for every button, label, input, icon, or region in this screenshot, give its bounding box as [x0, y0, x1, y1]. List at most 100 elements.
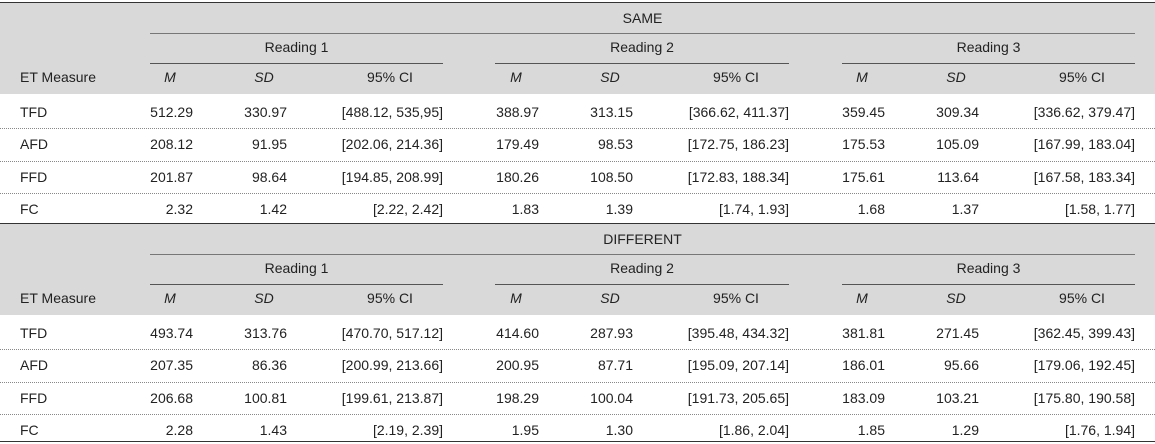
- row-label: FC: [20, 421, 39, 438]
- column-header: 95% CI: [1059, 69, 1105, 85]
- cell-value: [167.58, 183.34]: [1033, 168, 1135, 185]
- cell-value: 98.64: [251, 168, 287, 185]
- cell-value: 186.01: [842, 357, 885, 374]
- row-separator: [0, 349, 1155, 351]
- reading-rule: [842, 63, 1135, 64]
- cell-value: [470.70, 517.12]: [341, 325, 443, 341]
- row-separator: [0, 381, 1155, 383]
- cell-value: 103.21: [936, 389, 979, 406]
- cell-value: [199.61, 213.87]: [341, 389, 443, 406]
- header-band: [0, 224, 1155, 315]
- reading-label: Reading 1: [264, 260, 329, 276]
- column-header: M: [164, 290, 176, 306]
- cell-value: 201.87: [150, 168, 193, 185]
- group-rule: [150, 33, 1135, 34]
- cell-value: 2.28: [165, 421, 193, 438]
- row-separator: [0, 160, 1155, 162]
- reading-rule: [495, 284, 789, 285]
- cell-value: 1.85: [857, 421, 885, 438]
- group-label: DIFFERENT: [603, 231, 682, 247]
- row-label: AFD: [20, 357, 48, 374]
- cell-value: [175.80, 190.58]: [1033, 389, 1135, 406]
- row-label: FC: [20, 200, 39, 217]
- cell-value: [336.62, 379.47]: [1033, 104, 1135, 120]
- cell-value: [194.85, 208.99]: [341, 168, 443, 185]
- cell-value: 1.37: [951, 200, 979, 217]
- cell-value: [202.06, 214.36]: [341, 136, 443, 153]
- cell-value: [172.75, 186.23]: [687, 136, 789, 153]
- column-header: M: [510, 69, 522, 85]
- cell-value: 1.42: [259, 200, 287, 217]
- row-separator: [0, 413, 1155, 415]
- cell-value: 388.97: [496, 104, 539, 120]
- cell-value: [167.99, 183.04]: [1033, 136, 1135, 153]
- reading-rule: [150, 284, 443, 285]
- cell-value: 179.49: [496, 136, 539, 153]
- cell-value: 86.36: [251, 357, 287, 374]
- header-band: [0, 3, 1155, 94]
- cell-value: 95.66: [943, 357, 979, 374]
- column-header: SD: [946, 69, 966, 85]
- column-header: 95% CI: [713, 69, 759, 85]
- cell-value: 359.45: [842, 104, 885, 120]
- reading-label: Reading 3: [956, 39, 1021, 55]
- cell-value: 113.64: [937, 168, 979, 185]
- cell-value: 1.83: [511, 200, 539, 217]
- cell-value: 175.53: [842, 136, 885, 153]
- column-header: M: [856, 290, 868, 306]
- cell-value: 2.32: [165, 200, 193, 217]
- cell-value: [488.12, 535,95]: [341, 104, 443, 120]
- reading-label: Reading 1: [264, 39, 329, 55]
- reading-rule: [495, 63, 789, 64]
- cell-value: 100.04: [590, 389, 633, 406]
- cell-value: 313.76: [244, 325, 287, 341]
- row-separator: [0, 128, 1155, 130]
- bottom-rule: [0, 441, 1155, 442]
- cell-value: [172.83, 188.34]: [687, 168, 789, 185]
- column-header: 95% CI: [1059, 290, 1105, 306]
- cell-value: 1.39: [605, 200, 633, 217]
- column-header: M: [856, 69, 868, 85]
- row-separator: [0, 192, 1155, 194]
- column-header: 95% CI: [367, 69, 413, 85]
- row-label: TFD: [20, 104, 48, 120]
- cell-value: 180.26: [496, 168, 539, 185]
- reading-label: Reading 3: [956, 260, 1021, 276]
- cell-value: 381.81: [842, 325, 885, 341]
- cell-value: 313.15: [590, 104, 633, 120]
- cell-value: 105.09: [936, 136, 979, 153]
- cell-value: 108.50: [590, 168, 633, 185]
- column-header: ET Measure: [20, 290, 96, 306]
- cell-value: [191.73, 205.65]: [687, 389, 789, 406]
- section-rule: [0, 223, 1155, 224]
- column-header: M: [510, 290, 522, 306]
- cell-value: 198.29: [496, 389, 539, 406]
- reading-rule: [150, 63, 443, 64]
- column-header: M: [164, 69, 176, 85]
- cell-value: 100.81: [244, 389, 287, 406]
- cell-value: 330.97: [244, 104, 287, 120]
- top-rule: [0, 2, 1155, 3]
- cell-value: [362.45, 399.43]: [1033, 325, 1135, 341]
- row-label: AFD: [20, 136, 48, 153]
- cell-value: [366.62, 411.37]: [688, 104, 789, 120]
- cell-value: [2.22, 2.42]: [372, 200, 443, 217]
- column-header: 95% CI: [713, 290, 759, 306]
- row-label: TFD: [20, 325, 48, 341]
- cell-value: [195.09, 207.14]: [687, 357, 789, 374]
- cell-value: [1.86, 2.04]: [718, 421, 789, 438]
- cell-value: 309.34: [936, 104, 979, 120]
- cell-value: [2.19, 2.39]: [372, 421, 443, 438]
- cell-value: 1.43: [259, 421, 287, 438]
- cell-value: 207.35: [150, 357, 193, 374]
- cell-value: [1.74, 1.93]: [718, 200, 789, 217]
- row-label: FFD: [20, 168, 48, 185]
- cell-value: 183.09: [842, 389, 885, 406]
- group-label: SAME: [622, 10, 663, 26]
- cell-value: [200.99, 213.66]: [341, 357, 443, 374]
- cell-value: 91.95: [251, 136, 287, 153]
- cell-value: 414.60: [496, 325, 539, 341]
- cell-value: [1.76, 1.94]: [1064, 421, 1135, 438]
- cell-value: 1.30: [605, 421, 633, 438]
